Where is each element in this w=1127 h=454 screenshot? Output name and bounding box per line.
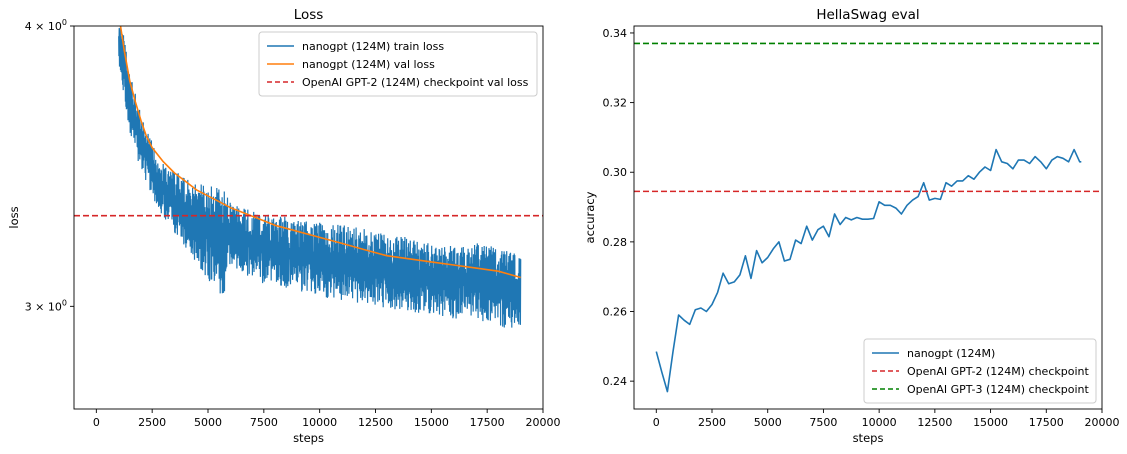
x-tick-label: 12500: [917, 416, 952, 429]
x-tick-label: 15000: [414, 416, 449, 429]
x-tick-label: 7500: [809, 416, 837, 429]
chart-title: Loss: [294, 7, 324, 23]
legend-box: [258, 31, 538, 97]
legend-box: [863, 338, 1097, 404]
x-tick-label: 2500: [138, 416, 166, 429]
x-tick-label: 7500: [250, 416, 278, 429]
series-line-0: [655, 148, 1082, 393]
legend-label-2: OpenAI GPT-3 (124M) checkpoint: [907, 383, 1089, 396]
x-tick-label: 10000: [862, 416, 897, 429]
y-tick-label: 0.34: [603, 27, 628, 40]
y-tick-label: 3 × 100: [25, 298, 67, 313]
x-tick-label: 0: [93, 416, 100, 429]
x-tick-label: 20000: [526, 416, 561, 429]
x-tick-label: 0: [653, 416, 660, 429]
axes-frame: [633, 25, 1103, 410]
plot-area: [74, 26, 543, 328]
axes-frame: [73, 25, 544, 410]
legend-label-1: nanogpt (124M) val loss: [302, 58, 435, 71]
x-tick-label: 5000: [754, 416, 782, 429]
x-axis-label: steps: [853, 431, 884, 445]
x-tick-label: 10000: [302, 416, 337, 429]
plot-area: [634, 42, 1102, 393]
y-tick-label: 0.30: [603, 166, 628, 179]
legend: nanogpt (124M) train loss nanogpt (124M) …: [258, 31, 538, 97]
x-tick-label: 5000: [194, 416, 222, 429]
legend-label-0: nanogpt (124M): [907, 347, 995, 360]
x-tick-label: 12500: [358, 416, 393, 429]
x-tick-label: 15000: [973, 416, 1008, 429]
y-axis-label: accuracy: [583, 191, 597, 243]
x-axis-label: steps: [293, 431, 324, 445]
x-tick-label: 20000: [1085, 416, 1120, 429]
x-tick-label: 17500: [1029, 416, 1064, 429]
x-tick-label: 17500: [470, 416, 505, 429]
y-tick-label: 0.32: [603, 97, 628, 110]
legend: nanogpt (124M) OpenAI GPT-2 (124M) checkp…: [863, 338, 1097, 404]
loss-chart: 0 2500 5000 7500 10000 12500 15000 17500 20000 4 …: [7, 7, 561, 445]
y-tick-label: 0.26: [603, 306, 628, 319]
y-tick-label: 0.28: [603, 236, 628, 249]
series-line-1: [119, 26, 521, 279]
hellaswag-chart: 0 2500 5000 7500 10000 12500 15000 17500 20000 0.…: [583, 7, 1120, 445]
x-tick-label: 2500: [698, 416, 726, 429]
series-line-0: [118, 27, 522, 328]
legend-label-1: OpenAI GPT-2 (124M) checkpoint: [907, 365, 1089, 378]
legend-label-0: nanogpt (124M) train loss: [302, 40, 444, 53]
y-axis-label: loss: [7, 206, 21, 228]
legend-label-2: OpenAI GPT-2 (124M) checkpoint val loss: [302, 76, 529, 89]
chart-title: HellaSwag eval: [816, 7, 919, 23]
y-tick-label: 0.24: [603, 375, 628, 388]
y-tick-label: 4 × 100: [25, 18, 67, 33]
